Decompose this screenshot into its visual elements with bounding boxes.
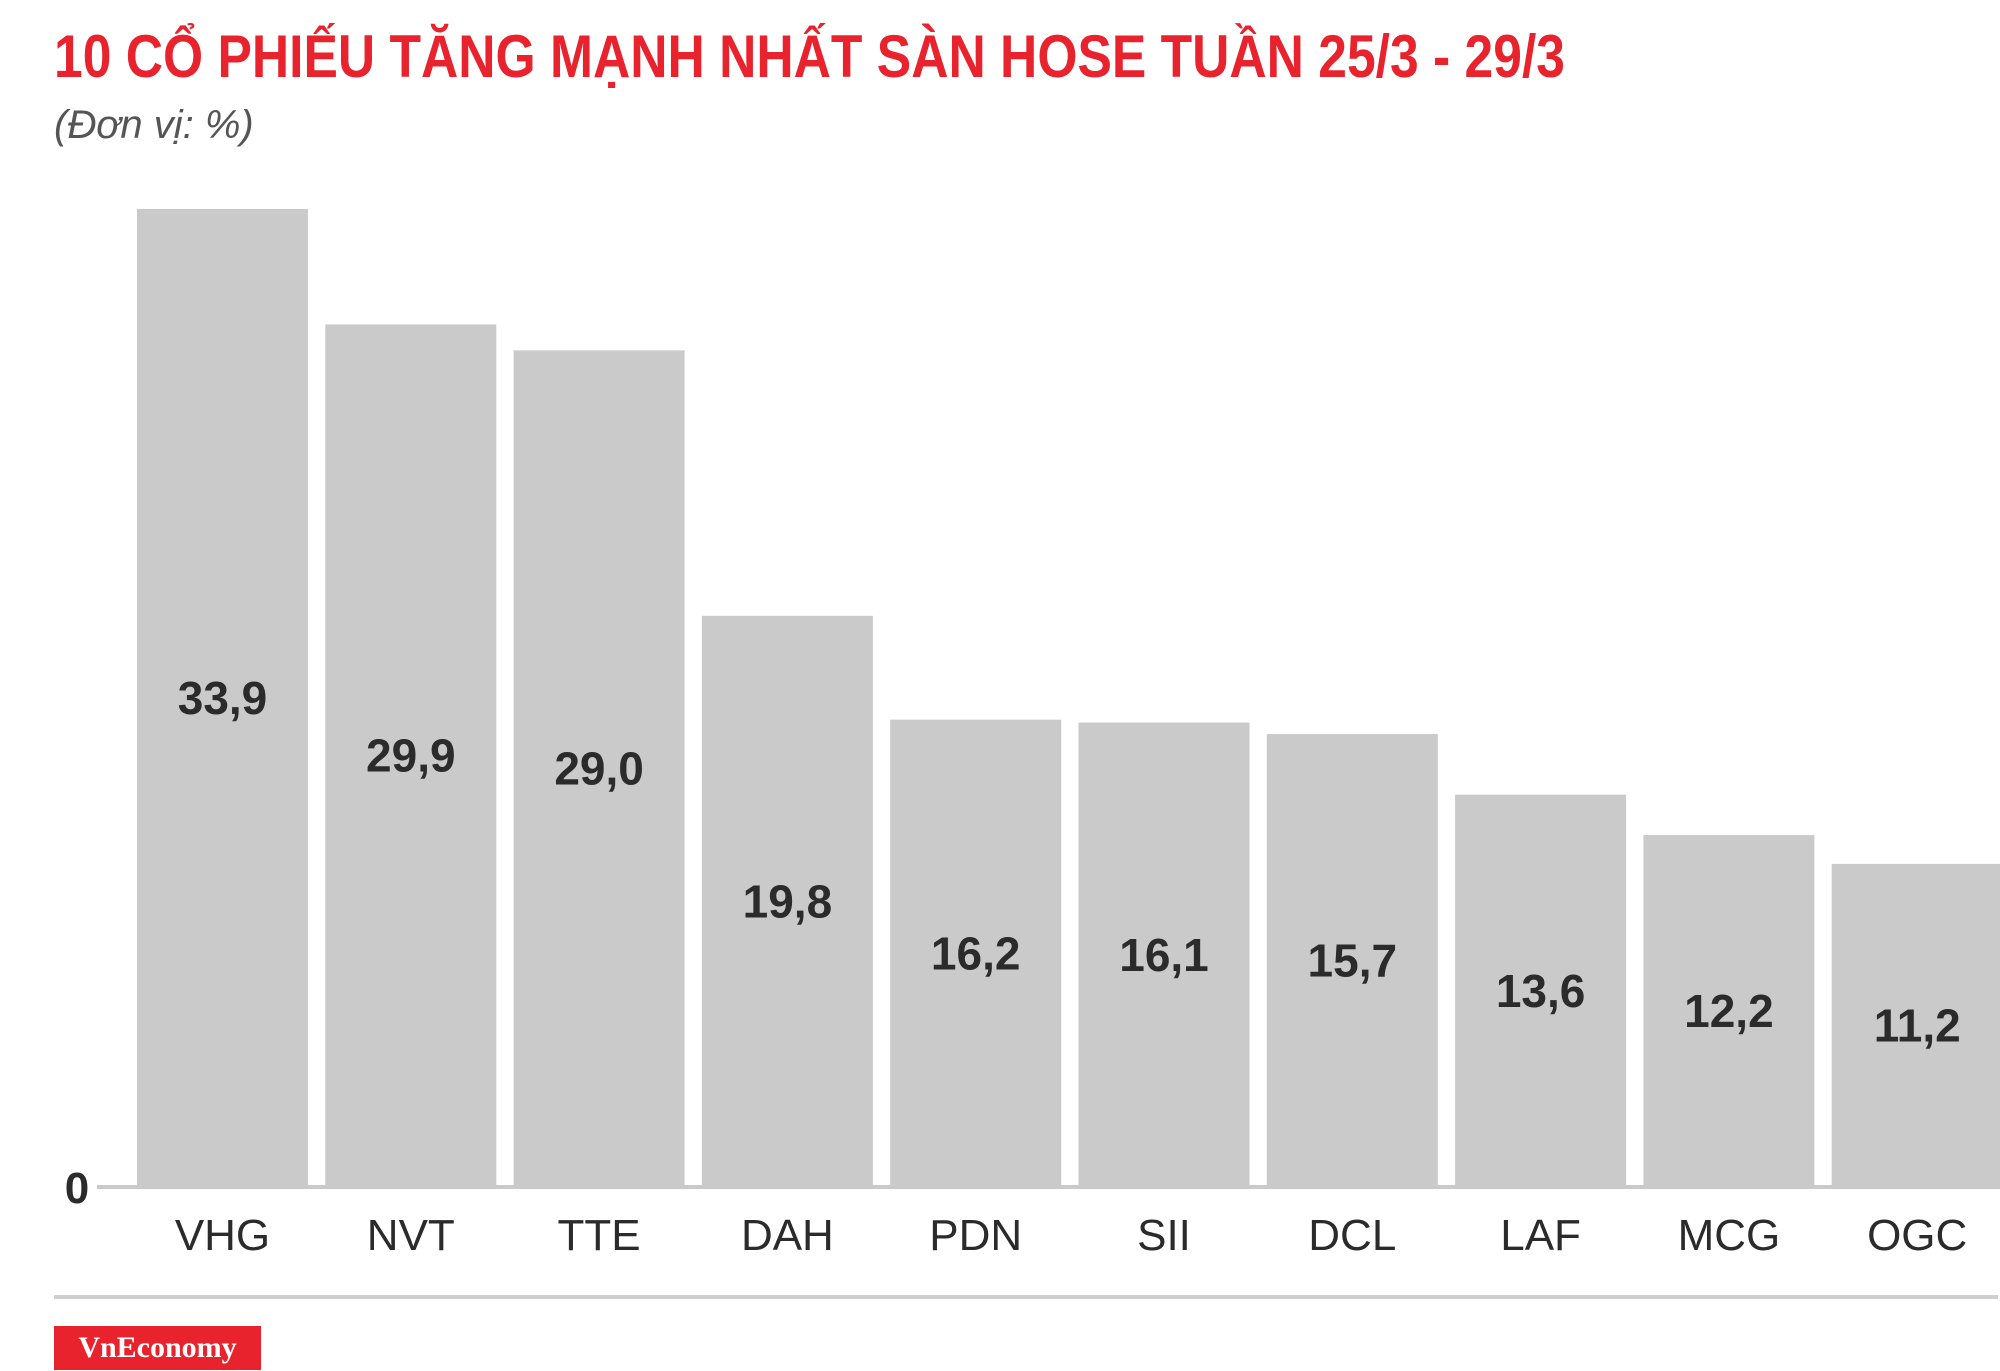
bar-vhg xyxy=(137,209,308,1187)
y-tick-label-0: 0 xyxy=(65,1164,89,1213)
category-label-pdn: PDN xyxy=(929,1211,1022,1260)
value-label-nvt: 29,9 xyxy=(366,730,456,782)
category-label-ogc: OGC xyxy=(1867,1211,1967,1260)
value-label-ogc: 11,2 xyxy=(1874,999,1961,1051)
category-label-sii: SII xyxy=(1137,1211,1191,1260)
footer-divider xyxy=(54,1295,1998,1299)
category-label-tte: TTE xyxy=(558,1211,641,1260)
value-label-vhg: 33,9 xyxy=(178,672,268,724)
category-label-laf: LAF xyxy=(1500,1211,1581,1260)
bar-dcl xyxy=(1266,734,1438,1187)
value-label-dah: 19,8 xyxy=(743,875,833,927)
category-label-dah: DAH xyxy=(741,1211,834,1260)
value-label-laf: 13,6 xyxy=(1496,965,1586,1017)
bar-pdn xyxy=(890,719,1062,1187)
bar-dah xyxy=(701,615,873,1187)
value-label-mcg: 12,2 xyxy=(1684,985,1774,1037)
value-label-sii: 16,1 xyxy=(1119,929,1209,981)
category-label-mcg: MCG xyxy=(1678,1211,1781,1260)
bar-tte xyxy=(513,350,685,1188)
bar-laf xyxy=(1455,794,1627,1187)
category-label-vhg: VHG xyxy=(175,1211,270,1260)
value-label-tte: 29,0 xyxy=(554,743,644,795)
bar-chart: 0 33,9 VHG 29,9 NVT 29,0 TTE 19,8 DAH 16,2 PDN 16,1… xyxy=(65,209,2000,1260)
chart-title: 10 CỔ PHIẾU TĂNG MẠNH NHẤT SÀN HOSE TUẦN… xyxy=(54,23,1565,90)
vneconomy-logo: VnEconomy xyxy=(54,1326,261,1370)
unit-label: (Đơn vị: %) xyxy=(54,103,254,147)
value-label-dcl: 15,7 xyxy=(1308,935,1398,987)
category-label-nvt: NVT xyxy=(367,1211,455,1260)
bar-ogc xyxy=(1831,863,2000,1187)
bar-nvt xyxy=(325,324,497,1188)
bar-sii xyxy=(1078,722,1250,1187)
value-label-pdn: 16,2 xyxy=(931,927,1021,979)
category-label-dcl: DCL xyxy=(1308,1211,1396,1260)
bar-mcg xyxy=(1643,835,1815,1187)
